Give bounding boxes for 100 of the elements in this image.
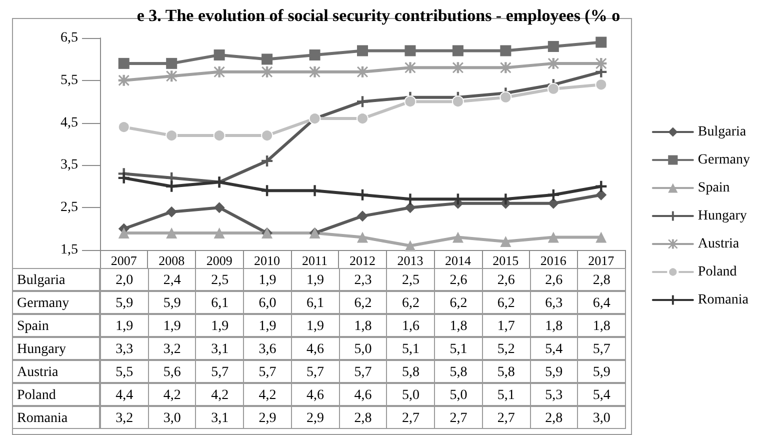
x-tick-label: 2011 xyxy=(302,253,328,268)
data-label: 6,2 xyxy=(482,291,531,314)
x-tick-label: 2009 xyxy=(206,253,232,268)
point xyxy=(166,58,178,69)
data-label: 6,2 xyxy=(338,291,388,314)
chart-title: e 3. The evolution of social security contributions - employees (% o xyxy=(136,6,620,25)
y-tick-label: 4,5 xyxy=(60,115,78,130)
legend-label: Poland xyxy=(698,264,737,280)
x-tick-label: 2017 xyxy=(588,253,615,268)
point xyxy=(404,240,416,252)
point xyxy=(118,172,130,184)
y-tick-label: 2,5 xyxy=(60,200,78,216)
data-label: 5,9 xyxy=(530,360,578,383)
data-label: 5,9 xyxy=(577,360,626,383)
data-label: 2,6 xyxy=(530,268,578,291)
data-label: 1,8 xyxy=(530,314,578,337)
point xyxy=(548,40,559,52)
data-label: 6,4 xyxy=(577,291,626,314)
data-label: 5,3 xyxy=(530,383,578,406)
data-label: 6,1 xyxy=(290,291,340,314)
data-label: 4,6 xyxy=(290,337,340,360)
point xyxy=(404,96,416,108)
point xyxy=(262,54,273,65)
x-tick-label: 2010 xyxy=(254,253,280,268)
point xyxy=(166,228,178,239)
x-tick-label: 2012 xyxy=(350,253,376,268)
y-tick-label: 1,5 xyxy=(60,242,78,258)
data-label: 2,3 xyxy=(338,268,388,291)
data-label: 2,6 xyxy=(482,268,531,291)
data-label: 2,8 xyxy=(338,406,388,429)
data-label: 5,7 xyxy=(195,360,244,383)
point xyxy=(261,130,274,142)
data-label: 1,8 xyxy=(434,314,483,337)
x-tick-label: 2008 xyxy=(158,253,185,268)
data-label: 1,6 xyxy=(386,314,436,337)
point xyxy=(213,130,226,142)
y-tick-label: 5,5 xyxy=(60,72,78,88)
point xyxy=(214,228,225,239)
data-label: 5,8 xyxy=(434,360,483,383)
point xyxy=(357,232,368,243)
text: Germany xyxy=(17,296,70,311)
data-label: 5,4 xyxy=(530,337,578,360)
data-label: 5,1 xyxy=(434,337,483,360)
point xyxy=(309,49,320,60)
text: Hungary xyxy=(17,342,66,357)
data-label: 5,7 xyxy=(577,337,626,360)
text: Spain xyxy=(17,319,49,334)
point xyxy=(166,130,178,142)
data-label: 3,0 xyxy=(577,406,626,429)
point xyxy=(166,206,178,218)
point xyxy=(548,198,559,209)
point xyxy=(500,91,512,104)
data-label: 3,2 xyxy=(100,406,149,429)
data-label: 2,5 xyxy=(195,268,244,291)
point xyxy=(357,189,368,200)
data-label: 6,0 xyxy=(243,291,292,314)
point xyxy=(500,236,512,248)
data-label: 1,9 xyxy=(243,314,292,337)
data-label: 3,1 xyxy=(195,406,244,429)
data-label: 3,6 xyxy=(243,337,292,360)
data-label: 1,8 xyxy=(577,314,626,337)
data-label: 2,4 xyxy=(148,268,196,291)
data-label: 3,2 xyxy=(148,337,196,360)
text: Austria xyxy=(17,365,58,380)
x-tick-label: 2015 xyxy=(492,253,519,268)
point xyxy=(500,62,512,74)
point xyxy=(166,180,178,192)
data-label: 6,1 xyxy=(195,291,244,314)
point xyxy=(214,202,225,214)
data-label: 4,2 xyxy=(195,383,244,406)
point xyxy=(596,36,607,48)
data-label: 1,7 xyxy=(482,314,531,337)
point xyxy=(357,45,368,56)
data-label: 6,2 xyxy=(386,291,436,314)
x-tick-label: 2007 xyxy=(110,253,138,268)
data-label: 2,0 xyxy=(100,268,149,291)
y-tick-label: 6,5 xyxy=(60,30,78,46)
data-label: 2,9 xyxy=(290,406,340,429)
data-label: 3,3 xyxy=(100,337,149,360)
legend-label: Romania xyxy=(698,292,750,308)
data-label: 4,6 xyxy=(290,383,340,406)
y-tick-label: 3,5 xyxy=(60,158,78,173)
point xyxy=(262,155,273,166)
data-label: 1,9 xyxy=(243,268,292,291)
point xyxy=(548,232,559,243)
data-label: 2,8 xyxy=(530,406,578,429)
data-label: 6,2 xyxy=(434,291,483,314)
point xyxy=(404,202,416,214)
point xyxy=(596,189,607,200)
data-label: 5,7 xyxy=(290,360,340,383)
data-label: 5,7 xyxy=(338,360,388,383)
data-label: 2,6 xyxy=(434,268,483,291)
x-tick-label: 2016 xyxy=(540,253,567,268)
text: Romania xyxy=(17,411,68,426)
point xyxy=(547,82,560,95)
point xyxy=(596,232,607,243)
data-label: 5,1 xyxy=(386,337,436,360)
point xyxy=(118,58,130,69)
point xyxy=(404,62,416,74)
data-label: 5,4 xyxy=(577,383,626,406)
